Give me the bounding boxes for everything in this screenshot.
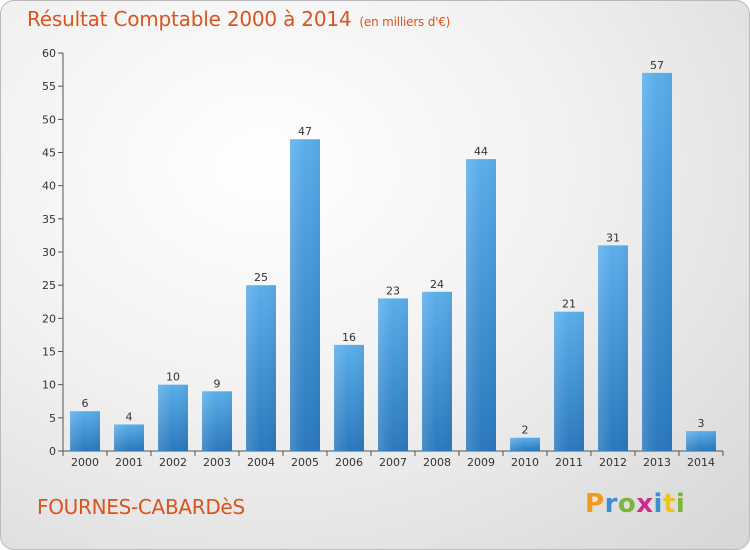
data-label: 9 bbox=[214, 377, 221, 390]
bar-shine bbox=[202, 391, 232, 451]
logo-letter: P bbox=[585, 489, 605, 519]
bar-shine bbox=[466, 159, 496, 451]
y-tick-label: 45 bbox=[42, 147, 56, 160]
bar-shine bbox=[378, 298, 408, 451]
y-tick-label: 60 bbox=[42, 47, 56, 60]
data-label: 44 bbox=[474, 145, 488, 158]
data-label: 10 bbox=[166, 371, 180, 384]
data-label: 2 bbox=[522, 424, 529, 437]
y-tick-label: 5 bbox=[49, 412, 56, 425]
bar-shine bbox=[598, 245, 628, 451]
proxiti-logo[interactable]: Proxiti bbox=[585, 489, 685, 519]
data-label: 47 bbox=[298, 125, 312, 138]
y-tick-label: 35 bbox=[42, 213, 56, 226]
y-tick-label: 40 bbox=[42, 180, 56, 193]
y-tick-label: 0 bbox=[49, 445, 56, 458]
data-label: 3 bbox=[698, 417, 705, 430]
x-tick-label: 2003 bbox=[203, 456, 231, 469]
data-label: 16 bbox=[342, 331, 356, 344]
bar-shine bbox=[114, 424, 144, 451]
bar-shine bbox=[246, 285, 276, 451]
data-label: 4 bbox=[126, 410, 133, 423]
y-tick-label: 30 bbox=[42, 246, 56, 259]
bar-shine bbox=[510, 437, 540, 451]
logo-letter: i bbox=[653, 489, 663, 519]
chart-bars bbox=[70, 72, 716, 452]
bar-shine bbox=[686, 431, 716, 451]
x-tick-label: 2002 bbox=[159, 456, 187, 469]
data-label: 6 bbox=[82, 397, 89, 410]
data-label: 31 bbox=[606, 231, 620, 244]
data-label: 24 bbox=[430, 278, 444, 291]
x-tick-label: 2012 bbox=[599, 456, 627, 469]
logo-letter: t bbox=[662, 489, 676, 519]
data-label: 23 bbox=[386, 284, 400, 297]
commune-name: FOURNES-CABARDèS bbox=[37, 495, 245, 519]
bar-shine bbox=[290, 139, 320, 451]
y-tick-label: 50 bbox=[42, 113, 56, 126]
bar-shine bbox=[554, 311, 584, 451]
y-tick-label: 15 bbox=[42, 346, 56, 359]
chart-data-labels: 6 4 10 9 25 47 16 23 24 44 2 21 31 57 3 bbox=[82, 59, 705, 437]
x-tick-label: 2001 bbox=[115, 456, 143, 469]
logo-letter: o bbox=[617, 489, 637, 519]
x-tick-label: 2009 bbox=[467, 456, 495, 469]
x-tick-label: 2006 bbox=[335, 456, 363, 469]
x-tick-label: 2014 bbox=[687, 456, 715, 469]
x-tick-label: 2008 bbox=[423, 456, 451, 469]
bar-shine bbox=[158, 384, 188, 451]
logo-letter: r bbox=[604, 489, 618, 519]
y-tick-label: 10 bbox=[42, 379, 56, 392]
chart-title-text: Résultat Comptable 2000 à 2014 bbox=[27, 7, 352, 31]
logo-letter: x bbox=[636, 489, 654, 519]
x-tick-label: 2010 bbox=[511, 456, 539, 469]
bar-shine bbox=[642, 72, 672, 452]
x-tick-label: 2000 bbox=[71, 456, 99, 469]
y-tick-label: 25 bbox=[42, 279, 56, 292]
data-label: 25 bbox=[254, 271, 268, 284]
bar-shine bbox=[70, 411, 100, 451]
x-tick-label: 2005 bbox=[291, 456, 319, 469]
y-tick-label: 55 bbox=[42, 80, 56, 93]
x-tick-label: 2011 bbox=[555, 456, 583, 469]
chart-subtitle: (en milliers d'€) bbox=[359, 15, 451, 29]
x-tick-label: 2007 bbox=[379, 456, 407, 469]
bar-shine bbox=[422, 291, 452, 451]
logo-letter: i bbox=[675, 489, 686, 519]
data-label: 21 bbox=[562, 298, 576, 311]
chart-axes: 0 5 10 15 20 25 30 35 40 45 50 55 60 2000 2001 2002 2003… bbox=[42, 47, 724, 469]
x-tick-label: 2004 bbox=[247, 456, 275, 469]
chart-title: Résultat Comptable 2000 à 2014 (en millie… bbox=[27, 7, 450, 31]
data-label: 57 bbox=[650, 59, 664, 72]
x-tick-label: 2013 bbox=[643, 456, 671, 469]
bar-shine bbox=[334, 344, 364, 451]
y-tick-label: 20 bbox=[42, 312, 56, 325]
